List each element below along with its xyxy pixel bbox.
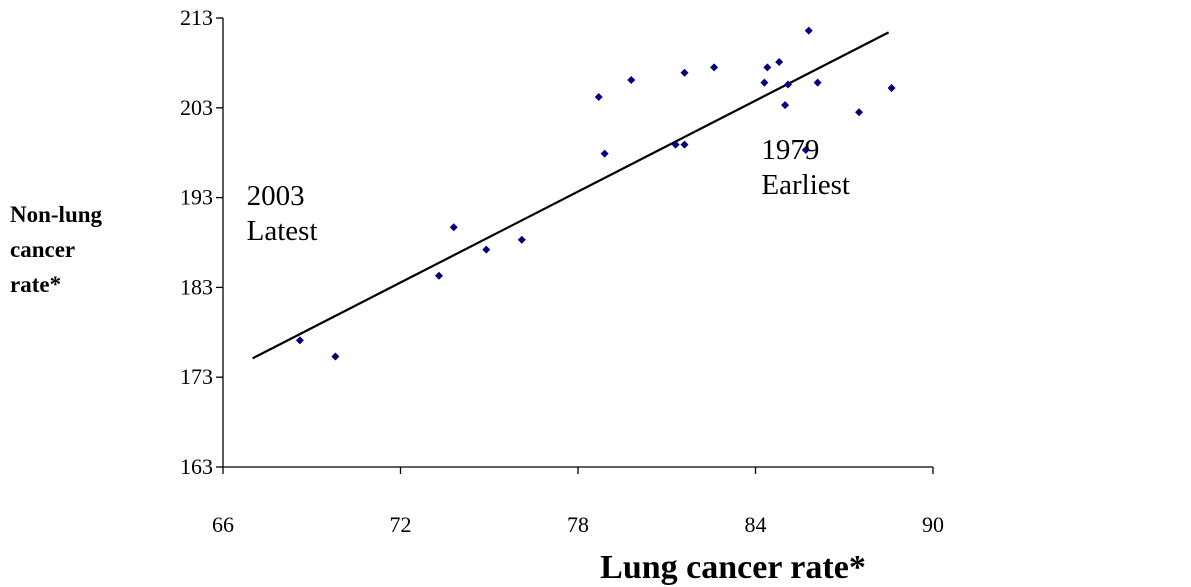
data-point [680, 140, 689, 149]
y-axis-title-line: cancer [10, 237, 75, 262]
data-point [331, 352, 340, 361]
annotation-label: Earliest [761, 169, 850, 201]
data-point [295, 336, 304, 345]
data-point [813, 78, 822, 87]
data-point [434, 271, 443, 280]
y-tick-label: 163 [180, 454, 213, 479]
axes [222, 18, 933, 468]
y-axis-title-line: rate* [10, 272, 61, 297]
y-axis-ticks: 163 173 183 193 203 213 [180, 5, 223, 479]
annotation-label: 1979 [761, 134, 819, 166]
data-point [671, 140, 680, 149]
trendline-group [252, 31, 890, 360]
y-tick-label: 173 [180, 364, 213, 389]
data-point [517, 235, 526, 244]
y-tick-label: 203 [180, 95, 213, 120]
data-point [760, 78, 769, 87]
data-point [710, 63, 719, 72]
data-point [600, 149, 609, 158]
data-point [781, 101, 790, 110]
y-tick-label: 183 [180, 274, 213, 299]
data-point [855, 108, 864, 117]
data-points [295, 26, 896, 361]
data-point [594, 93, 603, 102]
data-point [804, 26, 813, 35]
x-tick-label: 66 [212, 512, 234, 537]
data-point [784, 80, 793, 89]
data-point [482, 245, 491, 254]
y-tick-label: 193 [180, 185, 213, 210]
x-tick-label: 90 [922, 512, 944, 537]
data-point [449, 223, 458, 232]
data-point [627, 75, 636, 84]
data-point [680, 68, 689, 77]
axis-titles: Lung cancer rate* Non-lung cancer rate* [10, 202, 866, 586]
y-tick-label: 213 [180, 5, 213, 30]
data-point [801, 146, 810, 155]
annotation-label: Latest [247, 215, 318, 247]
x-axis-ticks: 66 72 78 84 90 [212, 467, 944, 537]
y-axis-title-line: Non-lung [10, 202, 103, 227]
data-point [775, 58, 784, 67]
x-tick-label: 72 [390, 512, 412, 537]
x-tick-label: 84 [745, 512, 767, 537]
x-tick-label: 78 [567, 512, 589, 537]
x-axis-title: Lung cancer rate* [600, 549, 866, 586]
annotation-label: 2003 [247, 180, 305, 212]
trendline [252, 31, 890, 360]
data-point [887, 84, 896, 93]
data-point [763, 63, 772, 72]
